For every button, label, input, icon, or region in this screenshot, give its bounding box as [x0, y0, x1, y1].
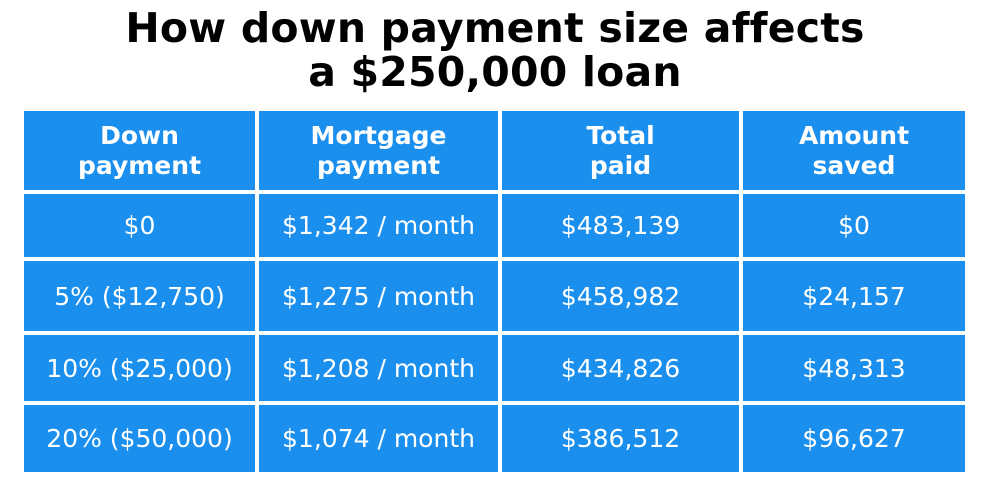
cell-amount-saved: $24,157 [743, 261, 965, 331]
cell-amount-saved: $0 [743, 194, 965, 257]
header-text: payment [77, 150, 202, 180]
cell-down-payment: 20% ($50,000) [24, 405, 255, 472]
cell-down-payment: $0 [24, 194, 255, 257]
cell-mortgage-payment: $1,342 / month [259, 194, 498, 257]
cell-mortgage-payment: $1,074 / month [259, 405, 498, 472]
header-text: Total [586, 120, 655, 150]
header-down-payment: Down payment [24, 111, 255, 190]
page-title: How down payment size affects a $250,000… [0, 6, 990, 94]
cell-total-paid: $458,982 [502, 261, 739, 331]
cell-down-payment: 5% ($12,750) [24, 261, 255, 331]
header-mortgage-payment: Mortgage payment [259, 111, 498, 190]
header-text: payment [316, 150, 441, 180]
loan-table: Down payment Mortgage payment Total paid Amoun… [24, 111, 965, 472]
cell-amount-saved: $48,313 [743, 335, 965, 401]
cell-mortgage-payment: $1,208 / month [259, 335, 498, 401]
cell-total-paid: $483,139 [502, 194, 739, 257]
header-text: Mortgage [310, 120, 447, 150]
header-total-paid: Total paid [502, 111, 739, 190]
title-line-2: a $250,000 loan [308, 48, 682, 96]
cell-total-paid: $434,826 [502, 335, 739, 401]
title-line-1: How down payment size affects [125, 4, 865, 52]
cell-mortgage-payment: $1,275 / month [259, 261, 498, 331]
cell-down-payment: 10% ($25,000) [24, 335, 255, 401]
header-text: saved [812, 150, 896, 180]
cell-total-paid: $386,512 [502, 405, 739, 472]
header-text: Amount [798, 120, 910, 150]
header-text: paid [589, 150, 652, 180]
header-text: Down [100, 120, 179, 150]
header-amount-saved: Amount saved [743, 111, 965, 190]
cell-amount-saved: $96,627 [743, 405, 965, 472]
